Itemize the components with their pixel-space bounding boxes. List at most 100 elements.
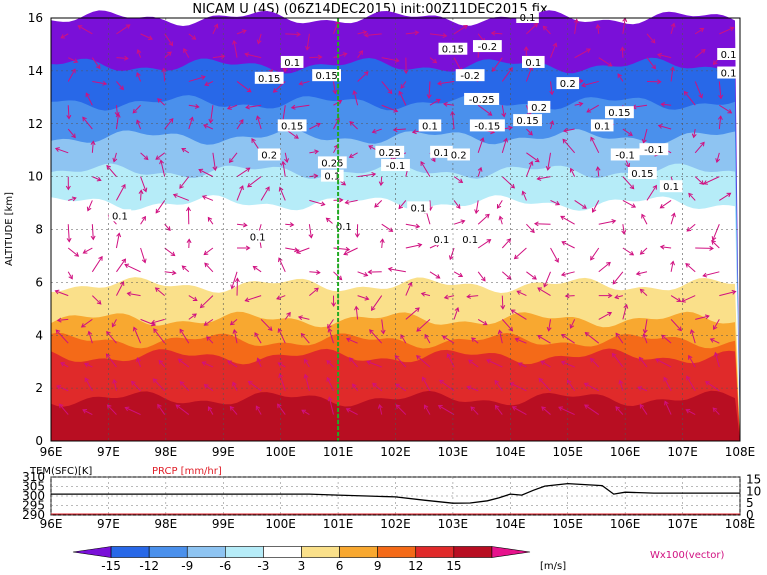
- contour-label: 0.15: [631, 169, 653, 180]
- wind-vector: [204, 318, 214, 326]
- wind-vector-head: [443, 294, 449, 300]
- wind-vector: [646, 185, 657, 201]
- wind-vector-head: [367, 269, 373, 275]
- wind-vector-head: [508, 67, 513, 72]
- wind-vector: [663, 377, 672, 392]
- wind-vector-head: [477, 166, 483, 172]
- wind-vector: [562, 139, 576, 154]
- wind-vector: [405, 31, 419, 35]
- wind-vector: [615, 332, 624, 344]
- wind-vector-head: [590, 136, 595, 142]
- contour-label-bg: [257, 148, 281, 161]
- wind-vector-head: [521, 190, 527, 196]
- wind-vector: [716, 152, 720, 163]
- wind-vector: [309, 271, 320, 274]
- wind-vector: [632, 104, 648, 108]
- wind-vector: [91, 57, 101, 69]
- wind-vector: [158, 360, 166, 368]
- wind-vector-head: [239, 118, 244, 124]
- wind-vector-head: [398, 204, 404, 210]
- wind-vector-head: [416, 355, 421, 360]
- wind-vector-head: [244, 297, 250, 303]
- wind-vector: [586, 104, 600, 113]
- wind-vector: [442, 335, 455, 344]
- wind-vector-head: [479, 137, 485, 143]
- wind-vector: [229, 152, 238, 163]
- wind-vector: [550, 247, 559, 263]
- wind-vector: [712, 224, 720, 241]
- contour-label: -0.2: [478, 42, 498, 53]
- wind-vector: [278, 362, 286, 368]
- wind-vector-head: [481, 276, 486, 282]
- wind-vector: [333, 21, 339, 35]
- wind-vector: [371, 295, 383, 311]
- wind-vector-head: [124, 263, 130, 269]
- wind-vector: [153, 378, 166, 392]
- surface-right-tick-label: 15: [746, 472, 761, 486]
- wind-vector-head: [718, 94, 724, 100]
- wind-vector: [136, 72, 142, 82]
- surface-x-tick-label: 108E: [725, 517, 756, 531]
- wind-vector: [198, 169, 214, 178]
- wind-vector-head: [491, 67, 497, 73]
- wind-vector: [670, 319, 682, 331]
- contour-label: 0.1: [433, 148, 449, 159]
- wind-vector: [501, 105, 505, 117]
- wind-vector-head: [623, 303, 629, 309]
- wind-vector: [160, 160, 166, 177]
- wind-vector-head: [130, 380, 136, 386]
- wind-vector-head: [234, 277, 240, 283]
- wind-vector-head: [607, 311, 613, 317]
- wind-vector-head: [124, 55, 129, 61]
- wind-vector: [685, 409, 696, 416]
- wind-vector: [492, 57, 503, 72]
- wind-vector: [690, 329, 696, 344]
- wind-vector-head: [442, 33, 448, 38]
- wind-vector: [637, 386, 648, 392]
- wind-vector: [60, 33, 69, 39]
- wind-vector-head: [677, 326, 682, 332]
- wind-vector: [178, 358, 190, 368]
- wind-vector-head: [398, 90, 403, 96]
- x-tick-label: 106E: [610, 445, 641, 459]
- precip-series-label: PRCP [mm/hr]: [152, 466, 222, 477]
- wind-vector: [400, 334, 407, 344]
- wind-vector: [67, 224, 70, 242]
- wind-vector: [712, 407, 720, 415]
- wind-vector-head: [181, 265, 187, 271]
- wind-vector-head: [364, 295, 370, 301]
- wind-vector-head: [142, 187, 148, 193]
- wind-vector-head: [71, 68, 76, 74]
- wind-vector-head: [454, 307, 460, 312]
- wind-vector: [501, 238, 511, 249]
- wind-vector: [296, 247, 310, 254]
- wind-vector: [227, 360, 238, 368]
- wind-vector-head: [490, 30, 496, 36]
- wind-vector-head: [192, 313, 197, 318]
- wind-vector: [561, 361, 575, 368]
- wind-vector: [590, 247, 600, 261]
- wind-vector-head: [116, 232, 122, 238]
- wind-vector-head: [589, 357, 595, 363]
- wind-vector-head: [201, 361, 207, 366]
- wind-vector: [68, 57, 78, 63]
- wind-vector: [598, 57, 612, 67]
- wind-vector: [343, 247, 358, 255]
- wind-vector-head: [342, 52, 348, 57]
- wind-vector: [570, 168, 576, 177]
- wind-vector: [590, 358, 600, 368]
- wind-vector: [115, 233, 120, 249]
- wind-vector: [236, 119, 244, 130]
- wind-vector-head: [486, 359, 492, 364]
- colorbar-swatch: [339, 546, 378, 558]
- wind-vector: [357, 50, 363, 58]
- wind-vector: [497, 200, 503, 209]
- wind-vector-head: [363, 32, 369, 38]
- wind-vector-head: [712, 407, 718, 413]
- contour-label-bg: [438, 42, 468, 55]
- wind-vector: [366, 361, 382, 368]
- wind-vector-head: [537, 335, 543, 340]
- wind-vector: [140, 33, 153, 40]
- wind-vector-head: [458, 272, 464, 278]
- wind-vector: [183, 48, 190, 58]
